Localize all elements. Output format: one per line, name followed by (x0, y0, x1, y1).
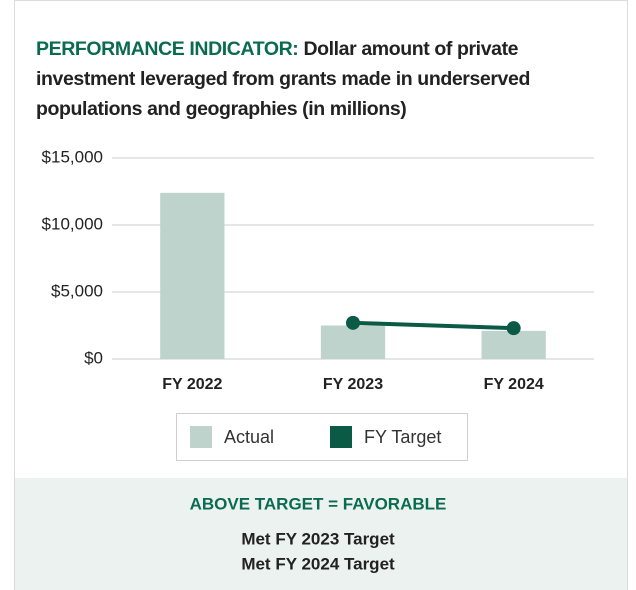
chart-title: PERFORMANCE INDICATOR: Dollar amount of … (36, 38, 519, 60)
target-marker (506, 321, 521, 336)
target-line (352, 320, 514, 331)
legend-label: FY Target (364, 427, 441, 447)
legend-label: Actual (224, 427, 274, 447)
title-line: populations and geographies (in millions… (36, 98, 406, 120)
bar (320, 325, 386, 359)
footer-band (15, 478, 627, 590)
x-tick-label: FY 2024 (484, 376, 544, 393)
title-prefix: PERFORMANCE INDICATOR: (36, 38, 298, 60)
status: ABOVE TARGET = FAVORABLE (190, 494, 447, 513)
target-marker (346, 315, 360, 330)
bar (160, 192, 225, 359)
note: Met FY 2023 Target (241, 529, 395, 548)
y-tick-label: $5,000 (51, 281, 103, 300)
y-tick-label: $10,000 (42, 214, 103, 233)
legend-box (176, 413, 468, 461)
y-tick-label: $15,000 (42, 147, 103, 166)
x-tick-label: FY 2023 (323, 376, 383, 393)
title-line: Dollar amount of private (303, 38, 518, 60)
y-tick-label: $0 (84, 348, 103, 367)
note: Met FY 2024 Target (241, 554, 395, 573)
bar (481, 330, 546, 359)
x-tick-label: FY 2022 (162, 376, 222, 393)
legend-swatch (190, 426, 212, 448)
legend-swatch (330, 426, 352, 448)
title-line: investment leveraged from grants made in… (36, 68, 530, 90)
